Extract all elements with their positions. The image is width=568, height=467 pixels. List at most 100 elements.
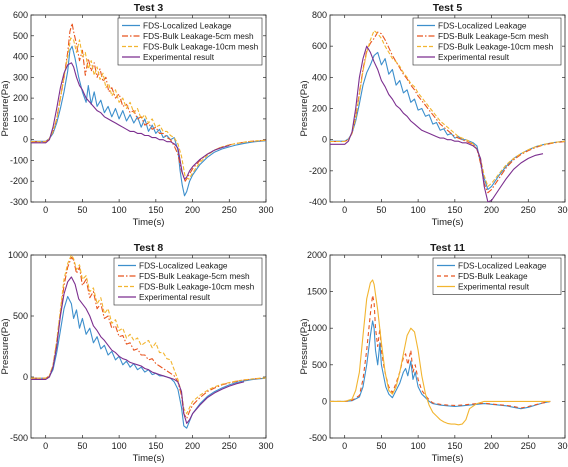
series-group: [31, 255, 266, 429]
series-group: [330, 279, 551, 426]
chart-title: Test 8: [134, 242, 164, 254]
legend-label: Experimental result: [458, 282, 530, 292]
y-tick-label: 0: [322, 396, 327, 406]
y-tick-label: 300: [13, 72, 28, 82]
y-axis-label: Pressure(Pa): [0, 81, 11, 137]
x-tick-label: 150: [447, 441, 462, 451]
y-tick-label: 200: [312, 104, 327, 114]
y-tick-label: 500: [13, 31, 28, 41]
series-line: [330, 30, 565, 187]
x-tick-label: 150: [148, 441, 163, 451]
series-line: [330, 294, 551, 409]
series-line: [31, 276, 245, 424]
series-line: [31, 45, 266, 197]
x-tick-label: 250: [222, 205, 237, 215]
x-tick-label: 250: [521, 205, 536, 215]
legend-box: [412, 17, 562, 66]
x-tick-label: 0: [342, 441, 347, 451]
y-tick-label: -200: [10, 176, 28, 186]
y-tick-label: 600: [312, 41, 327, 51]
plot-area-frame: [30, 254, 267, 439]
y-tick-label: 200: [13, 93, 28, 103]
x-tick-label: 50: [376, 441, 386, 451]
y-axis-label: Pressure(Pa): [299, 81, 310, 137]
y-tick-label: 100: [13, 114, 28, 124]
y-tick-label: 1000: [307, 323, 327, 333]
plot-area-frame: [30, 14, 267, 203]
x-tick-label: 100: [112, 441, 127, 451]
x-axis-label: Time(s): [133, 217, 165, 228]
x-tick-label: 250: [222, 441, 237, 451]
y-tick-label: 1000: [8, 250, 28, 260]
x-tick-label: 100: [112, 205, 127, 215]
y-tick-label: -400: [309, 197, 327, 207]
x-tick-label: 200: [484, 205, 499, 215]
x-axis-label: Time(s): [432, 453, 464, 464]
legend-label: FDS-Bulk Leakage-5cm mesh: [143, 31, 254, 41]
x-tick-label: 150: [447, 205, 462, 215]
x-tick-label: 50: [77, 205, 87, 215]
x-tick-label: 200: [185, 441, 200, 451]
x-tick-label: 0: [43, 205, 48, 215]
y-tick-label: -200: [309, 166, 327, 176]
x-tick-label: 100: [411, 441, 426, 451]
series-line: [330, 51, 565, 191]
x-tick-label: 150: [148, 205, 163, 215]
series-line: [31, 295, 266, 429]
chart-panel: Test 5 0 50 100 150 200 250 300 -400 -200 0 200 400 6…: [299, 2, 568, 228]
y-tick-label: -100: [10, 155, 28, 165]
legend-label: FDS-Bulk Leakage-10cm mesh: [143, 42, 259, 52]
series-group: [330, 30, 565, 202]
x-tick-label: 200: [484, 441, 499, 451]
series-line: [31, 255, 266, 415]
legend-box: [117, 17, 263, 66]
series-line: [31, 22, 266, 182]
x-tick-label: 300: [557, 205, 568, 215]
chart-panel: Test 3 0 50 100 150 200 250 300 -300 -200 -100 0 100…: [0, 2, 274, 228]
x-tick-label: 250: [521, 441, 536, 451]
legend-label: Experimental result: [438, 52, 510, 62]
series-group: [31, 22, 266, 197]
y-tick-label: -500: [309, 433, 327, 443]
x-tick-label: 300: [258, 441, 273, 451]
y-tick-label: 500: [13, 311, 28, 321]
y-axis-label: Pressure(Pa): [299, 319, 310, 375]
x-tick-label: 50: [77, 441, 87, 451]
plot-area-frame: [329, 254, 566, 439]
y-tick-label: -500: [10, 433, 28, 443]
series-line: [31, 256, 266, 420]
legend-label: FDS-Bulk Leakage-10cm mesh: [139, 282, 255, 292]
x-axis-label: Time(s): [133, 453, 165, 464]
y-tick-label: 2000: [307, 250, 327, 260]
y-tick-label: 0: [23, 135, 28, 145]
legend-label: FDS-Localized Leakage: [438, 21, 527, 31]
y-tick-label: -300: [10, 197, 28, 207]
series-line: [330, 279, 551, 426]
y-tick-label: 800: [312, 10, 327, 20]
y-tick-label: 600: [13, 10, 28, 20]
legend-label: Experimental result: [143, 52, 215, 62]
x-axis-label: Time(s): [432, 217, 464, 228]
legend-label: FDS-Bulk Leakage-10cm mesh: [438, 42, 554, 52]
x-tick-label: 50: [376, 205, 386, 215]
series-line: [330, 31, 565, 194]
legend-label: Experimental result: [139, 292, 211, 302]
legend-label: FDS-Localized Leakage: [143, 21, 232, 31]
chart-panel: Test 8 0 50 100 150 200 250 300 -500 0 500 1000 Time…: [0, 242, 274, 464]
series-line: [330, 45, 544, 202]
chart-panel: Test 11 0 50 100 150 200 250 300 -500 0 500 1000 150…: [299, 242, 568, 464]
x-tick-label: 300: [557, 441, 568, 451]
x-tick-label: 100: [411, 205, 426, 215]
legend-label: FDS-Bulk Leakage-5cm mesh: [139, 271, 250, 281]
x-tick-label: 200: [185, 205, 200, 215]
legend-label: FDS-Localized Leakage: [139, 261, 228, 271]
chart-title: Test 11: [430, 242, 465, 254]
legend-label: FDS-Localized Leakage: [458, 261, 547, 271]
y-tick-label: 400: [13, 52, 28, 62]
series-line: [31, 37, 266, 180]
legend-label: FDS-Bulk Leakage: [458, 271, 528, 281]
y-tick-label: 1500: [307, 287, 327, 297]
x-tick-label: 0: [342, 205, 347, 215]
x-tick-label: 300: [258, 205, 273, 215]
